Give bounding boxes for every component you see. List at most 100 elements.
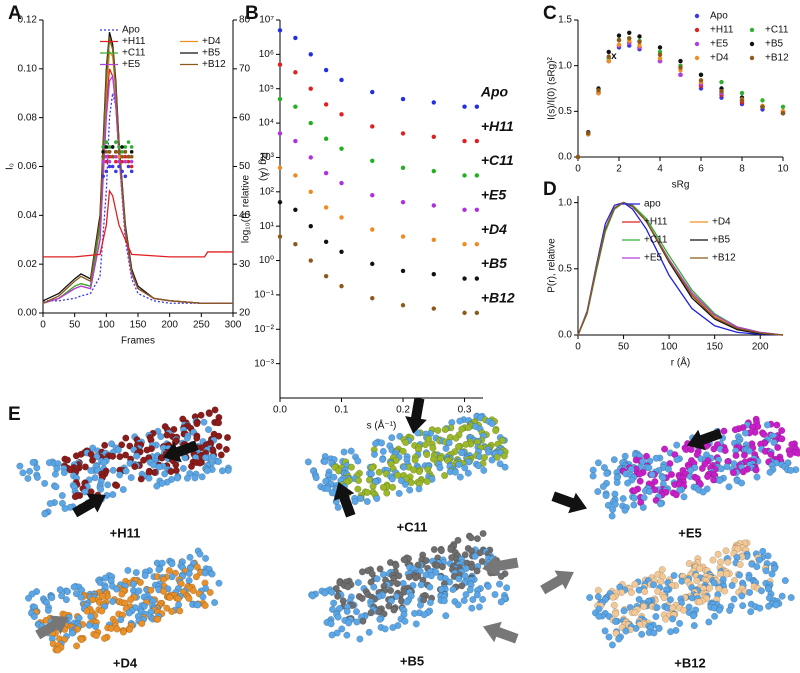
data-point <box>657 45 663 50</box>
model-bead <box>199 593 207 601</box>
data-point <box>117 159 121 164</box>
model-bead <box>722 547 730 555</box>
data-point <box>400 234 406 239</box>
data-point <box>107 150 112 154</box>
model-bead <box>367 470 376 478</box>
y-tick-label: 0.5 <box>558 263 572 274</box>
model-bead <box>738 592 746 600</box>
arrow <box>540 570 574 595</box>
model-bead <box>434 426 442 434</box>
model-bead <box>338 625 346 633</box>
legend-label: +B12 <box>202 59 226 70</box>
y-tick-label: 0.06 <box>18 161 38 172</box>
model-bead <box>462 591 470 599</box>
model-bead <box>495 580 504 588</box>
data-point <box>277 199 283 205</box>
model-bead <box>627 465 635 473</box>
arrow <box>72 493 106 518</box>
x-tick-label: 10 <box>777 164 789 175</box>
model-bead <box>468 604 476 612</box>
model-bead <box>645 487 654 496</box>
data-point <box>104 154 109 159</box>
data-point <box>760 104 765 109</box>
series-label: +H11 <box>481 118 514 134</box>
model-bead <box>594 593 602 601</box>
model-bead <box>613 479 621 487</box>
series-line <box>42 36 233 304</box>
model-bead <box>109 491 117 499</box>
data-point <box>104 145 109 149</box>
model-bead <box>745 447 753 455</box>
model-bead <box>223 433 232 442</box>
model-bead <box>466 586 474 594</box>
model-bead <box>61 504 69 513</box>
y-axis-label: log₁₀(I), relative <box>241 175 252 244</box>
data-point <box>370 89 375 95</box>
data-point <box>120 154 124 159</box>
data-point <box>114 159 118 164</box>
model-bead <box>414 429 422 437</box>
model-bead <box>762 567 770 575</box>
data-point <box>323 170 329 176</box>
data-point <box>308 223 313 229</box>
model-bead <box>44 606 52 614</box>
x-tick-label: 0.3 <box>458 405 472 416</box>
data-point <box>104 169 109 174</box>
panel-label: E <box>8 404 21 425</box>
model-bead <box>778 435 786 443</box>
model-bead <box>211 599 219 607</box>
model-bead <box>189 587 197 595</box>
model-bead <box>344 583 352 591</box>
model-bead <box>627 588 635 596</box>
x-tick-label: 8 <box>739 164 745 175</box>
model-bead <box>403 598 411 606</box>
model-bead <box>179 464 187 472</box>
model-bead <box>709 556 717 564</box>
data-point <box>101 150 105 154</box>
model-bead <box>696 564 704 572</box>
data-point <box>126 154 131 159</box>
model-bead <box>458 582 466 590</box>
model-bead <box>174 595 182 603</box>
model-bead <box>726 606 734 614</box>
model-bead <box>721 447 729 455</box>
model-bead <box>619 495 627 503</box>
model-bead <box>193 434 201 442</box>
model-bead <box>193 563 201 571</box>
data-point <box>101 145 105 149</box>
data-point <box>123 174 128 179</box>
model-bead <box>334 613 342 621</box>
model-bead <box>420 596 428 604</box>
model-bead <box>196 550 204 558</box>
data-point <box>293 35 298 41</box>
model-bead <box>479 529 487 538</box>
legend-label: Apo <box>710 11 728 22</box>
model-bead <box>185 576 193 585</box>
x-tick-label: 0 <box>40 320 46 331</box>
x-tick-label: 50 <box>618 342 630 353</box>
model-bead <box>211 406 219 414</box>
y-tick-label: 10⁶ <box>259 49 274 60</box>
data-point <box>104 159 109 164</box>
y-tick-label: 1.0 <box>558 60 572 71</box>
x-axis-label: s (Å⁻¹) <box>367 419 397 432</box>
legend-label: +H11 <box>644 217 668 228</box>
model-bead <box>167 468 175 476</box>
model-bead <box>638 630 646 638</box>
model-bead <box>739 468 747 476</box>
model-bead <box>661 445 669 453</box>
model-bead <box>728 581 736 590</box>
legend-label: +D4 <box>710 53 729 64</box>
model-bead <box>464 424 472 432</box>
data-point <box>308 120 313 126</box>
legend-marker <box>694 13 700 19</box>
panel-label: D <box>543 179 557 200</box>
model-bead <box>670 571 678 580</box>
model-bead <box>604 501 612 509</box>
model-bead <box>400 463 408 471</box>
model-bead <box>334 503 342 511</box>
model-bead <box>467 534 475 542</box>
model-bead <box>723 570 731 578</box>
y-axis-label: I₀ <box>5 163 16 170</box>
data-point <box>370 227 375 232</box>
